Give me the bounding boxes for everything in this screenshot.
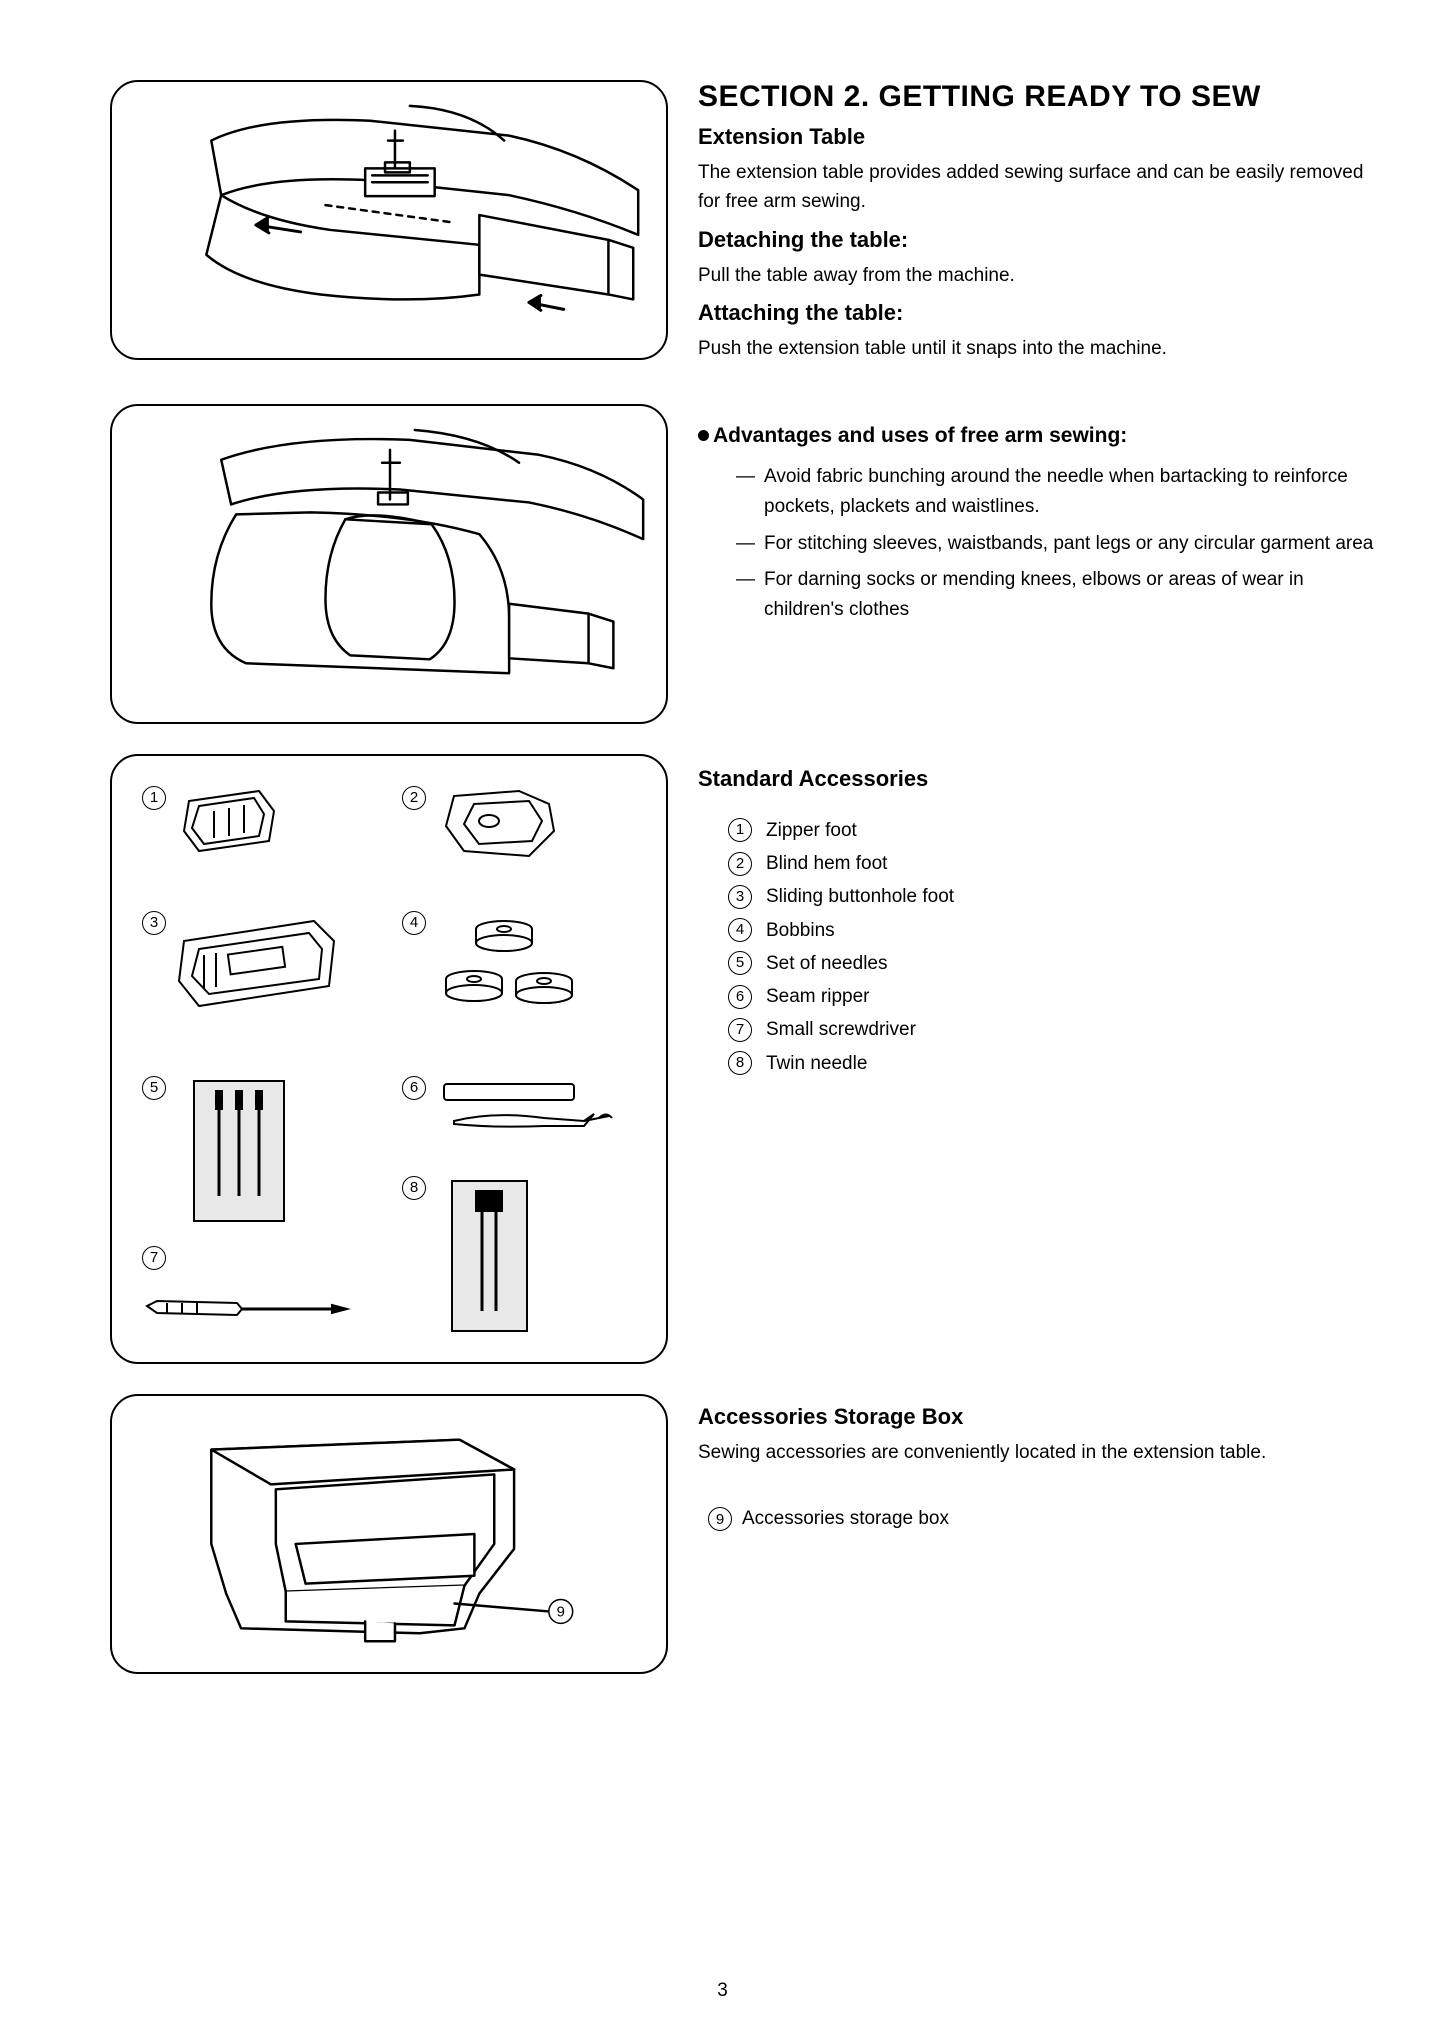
text-attaching: Push the extension table until it snaps …	[698, 334, 1375, 363]
fig-label-8: 8	[402, 1176, 426, 1200]
row-free-arm: Advantages and uses of free arm sewing: …	[110, 404, 1375, 724]
item-num: 3	[728, 885, 752, 909]
list-item: 4 Bobbins	[728, 914, 1375, 947]
fig-label-5: 5	[142, 1076, 166, 1100]
needle-set-icon	[174, 1076, 304, 1226]
item-num: 8	[728, 1051, 752, 1075]
text-free-arm: Advantages and uses of free arm sewing: …	[698, 404, 1375, 724]
list-item: 6 Seam ripper	[728, 980, 1375, 1013]
fig-label-6: 6	[402, 1076, 426, 1100]
item-num: 1	[728, 818, 752, 842]
item-num: 4	[728, 918, 752, 942]
item-label: Zipper foot	[766, 814, 857, 847]
list-item: Avoid fabric bunching around the needle …	[736, 462, 1375, 523]
list-item: 8 Twin needle	[728, 1047, 1375, 1080]
manual-page: SECTION 2. GETTING READY TO SEW Extensio…	[0, 0, 1445, 2030]
list-item: For darning socks or mending knees, elbo…	[736, 565, 1375, 626]
fig-label-2: 2	[402, 786, 426, 810]
item-label: Small screwdriver	[766, 1013, 916, 1046]
item-label: Sliding buttonhole foot	[766, 880, 954, 913]
item-label: Bobbins	[766, 914, 835, 947]
bobbins-icon	[434, 911, 594, 1031]
list-item: 3 Sliding buttonhole foot	[728, 880, 1375, 913]
free-arm-sewing-icon	[112, 404, 666, 724]
item-label: Set of needles	[766, 947, 887, 980]
heading-detaching: Detaching the table:	[698, 227, 1375, 253]
text-ext-intro: The extension table provides added sewin…	[698, 158, 1375, 217]
figure-extension-table-detach	[110, 80, 668, 360]
item-num: 6	[728, 985, 752, 1009]
fig-label-4: 4	[402, 911, 426, 935]
heading-free-arm-text: Advantages and uses of free arm sewing:	[713, 424, 1127, 447]
item-num: 2	[728, 852, 752, 876]
item-num: 7	[728, 1018, 752, 1042]
text-accessories: Standard Accessories 1 Zipper foot 2 Blind…	[698, 754, 1375, 1364]
list-item: 1 Zipper foot	[728, 814, 1375, 847]
item-label: Twin needle	[766, 1047, 867, 1080]
storage-item: 9 Accessories storage box	[698, 1507, 1375, 1531]
item-label: Accessories storage box	[742, 1508, 949, 1530]
figure-storage-box: 9	[110, 1394, 668, 1674]
item-num: 5	[728, 951, 752, 975]
heading-storage: Accessories Storage Box	[698, 1404, 1375, 1430]
text-detaching: Pull the table away from the machine.	[698, 261, 1375, 290]
item-num: 9	[708, 1507, 732, 1531]
page-number: 3	[717, 1980, 728, 2002]
screwdriver-icon	[142, 1281, 352, 1331]
fig-label-3: 3	[142, 911, 166, 935]
figure-free-arm	[110, 404, 668, 724]
heading-free-arm: Advantages and uses of free arm sewing:	[698, 424, 1375, 448]
bullet-dot-icon	[698, 430, 709, 441]
item-label: Seam ripper	[766, 980, 870, 1013]
sewing-machine-detach-icon	[112, 80, 666, 360]
text-extension-table: SECTION 2. GETTING READY TO SEW Extensio…	[698, 80, 1375, 374]
row-accessories: 1 2	[110, 754, 1375, 1364]
blind-hem-foot-icon	[434, 786, 564, 871]
buttonhole-foot-icon	[174, 911, 344, 1011]
figure-accessories-grid: 1 2	[110, 754, 668, 1364]
fig-callout-9: 9	[557, 1604, 565, 1620]
list-accessories: 1 Zipper foot 2 Blind hem foot 3 Sliding bu…	[698, 814, 1375, 1080]
list-item: 2 Blind hem foot	[728, 847, 1375, 880]
storage-box-icon: 9	[112, 1394, 666, 1674]
fig-label-7: 7	[142, 1246, 166, 1270]
row-storage-box: 9 Accessories Storage Box Sewing accesso…	[110, 1394, 1375, 1674]
twin-needle-icon	[434, 1176, 544, 1336]
list-item: For stitching sleeves, waistbands, pant …	[736, 529, 1375, 559]
item-label: Blind hem foot	[766, 847, 887, 880]
text-storage-box: Accessories Storage Box Sewing accessori…	[698, 1394, 1375, 1674]
heading-accessories: Standard Accessories	[698, 766, 1375, 792]
section-title: SECTION 2. GETTING READY TO SEW	[698, 80, 1375, 114]
list-free-arm-advantages: Avoid fabric bunching around the needle …	[698, 462, 1375, 626]
list-item: 5 Set of needles	[728, 947, 1375, 980]
zipper-foot-icon	[174, 786, 284, 866]
seam-ripper-icon	[434, 1076, 634, 1146]
text-storage: Sewing accessories are conveniently loca…	[698, 1438, 1375, 1467]
fig-label-1: 1	[142, 786, 166, 810]
heading-attaching: Attaching the table:	[698, 300, 1375, 326]
list-item: 7 Small screwdriver	[728, 1013, 1375, 1046]
heading-extension-table: Extension Table	[698, 124, 1375, 150]
row-extension-table: SECTION 2. GETTING READY TO SEW Extensio…	[110, 80, 1375, 374]
